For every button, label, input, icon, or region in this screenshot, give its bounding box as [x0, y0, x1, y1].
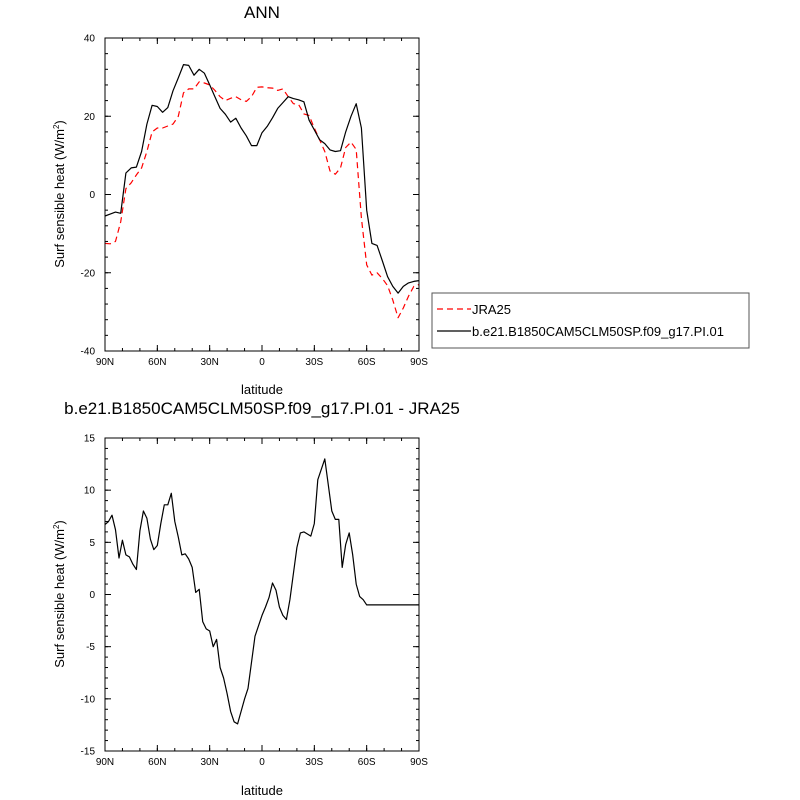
- chart-1-frame: [104, 437, 420, 752]
- chart-0-y-tick-label: -40: [81, 347, 96, 358]
- chart-0-y-tick-label: -20: [81, 268, 96, 279]
- chart-0-x-tick-label: 60N: [148, 357, 166, 368]
- chart-0-y-tick-label: 0: [89, 190, 95, 201]
- chart-0-x-tick-label: 90N: [96, 357, 114, 368]
- chart-1-y-tick-label: -15: [81, 747, 96, 758]
- chart-0-series-1-line: [104, 63, 420, 294]
- chart-1-y-tick-label: -10: [81, 694, 96, 705]
- chart-1-x-tick-label: 60S: [358, 757, 376, 768]
- legend-model-label: b.e21.B1850CAM5CLM50SP.f09_g17.PI.01: [472, 324, 724, 339]
- chart-0-series-0-line: [104, 81, 420, 319]
- chart-1-y-tick-label: 0: [89, 590, 95, 601]
- chart-0-x-tick-label: 90S: [410, 357, 428, 368]
- chart-1-x-tick-label: 90S: [410, 757, 428, 768]
- chart-0-y-tick-label: 20: [84, 112, 96, 123]
- chart-0-frame: [104, 37, 420, 352]
- chart-0-y-tick-label: 40: [84, 34, 96, 45]
- chart-1-y-tick-label: 5: [89, 538, 95, 549]
- chart-top-ylabel: Surf sensible heat (W/m2): [52, 120, 67, 268]
- chart-1-x-tick-label: 90N: [96, 757, 114, 768]
- chart-top-xlabel: latitude: [241, 382, 283, 397]
- chart-0-x-tick-label: 0: [259, 357, 265, 368]
- chart-1-series-0-line: [104, 458, 419, 725]
- chart-bottom: b.e21.B1850CAM5CLM50SP.f09_g17.PI.01 - J…: [52, 399, 460, 798]
- chart-top-title: ANN: [244, 3, 280, 22]
- chart-legend: JRA25 b.e21.B1850CAM5CLM50SP.f09_g17.PI.…: [431, 292, 750, 349]
- chart-0-x-tick-label: 30S: [305, 357, 323, 368]
- chart-1-x-tick-label: 30N: [200, 757, 218, 768]
- chart-1-y-tick-label: 15: [84, 434, 96, 445]
- legend-box: [431, 292, 750, 349]
- legend-jra25-label: JRA25: [472, 302, 511, 317]
- chart-1-y-tick-label: -5: [86, 642, 95, 653]
- chart-top: ANN 90N 60N 30N 0 30S 60S 90S -40 -20 0 20 40 latit…: [52, 3, 428, 397]
- chart-0-x-tick-label: 60S: [358, 357, 376, 368]
- chart-bottom-title: b.e21.B1850CAM5CLM50SP.f09_g17.PI.01 - J…: [64, 399, 460, 418]
- chart-0-x-tick-label: 30N: [200, 357, 218, 368]
- chart-bottom-xlabel: latitude: [241, 783, 283, 798]
- chart-1-y-tick-label: 10: [84, 486, 96, 497]
- chart-1-x-tick-label: 60N: [148, 757, 166, 768]
- chart-bottom-ylabel: Surf sensible heat (W/m2): [52, 520, 67, 668]
- chart-1-x-tick-label: 0: [259, 757, 265, 768]
- chart-1-x-tick-label: 30S: [305, 757, 323, 768]
